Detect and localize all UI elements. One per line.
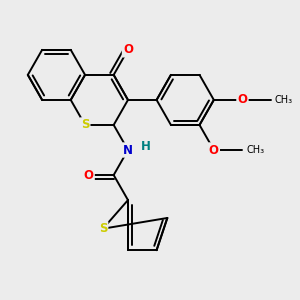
Text: CH₃: CH₃ [274,95,293,105]
Text: S: S [99,222,107,235]
Text: O: O [238,93,248,106]
Text: O: O [84,169,94,182]
Text: O: O [123,43,133,56]
Text: S: S [81,118,89,131]
Text: N: N [123,143,133,157]
Text: CH₃: CH₃ [246,145,264,155]
Text: O: O [209,143,219,157]
Text: H: H [141,140,151,153]
